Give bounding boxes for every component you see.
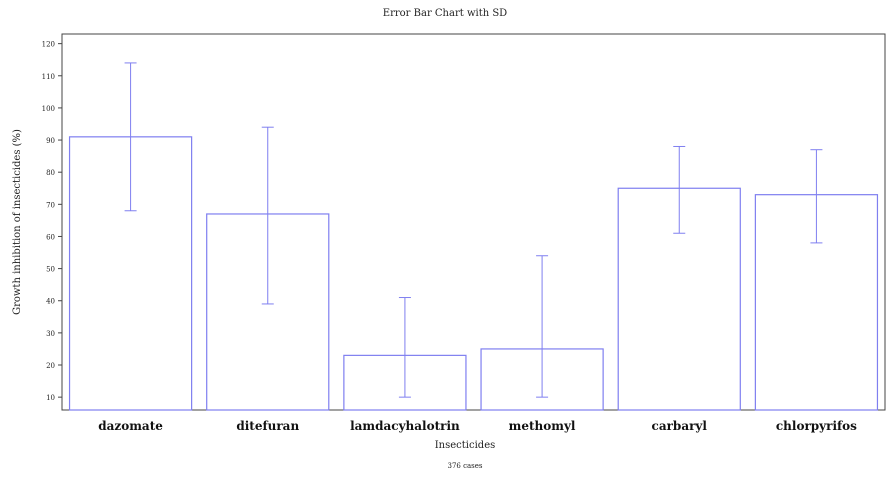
y-tick-label: 110 [42, 73, 55, 81]
y-tick-label: 10 [46, 394, 55, 402]
case-count-note: 376 cases [447, 462, 483, 470]
y-tick-label: 80 [46, 169, 55, 177]
x-tick-label: chlorpyrifos [776, 419, 857, 433]
x-tick-label: lamdacyhalotrin [350, 419, 460, 433]
y-tick-label: 40 [46, 298, 55, 306]
y-tick-label: 30 [46, 330, 55, 338]
y-tick-label: 70 [46, 201, 55, 209]
y-tick-label: 60 [46, 233, 55, 241]
y-tick-label: 100 [42, 105, 55, 113]
x-tick-label: dazomate [98, 419, 163, 433]
y-tick-label: 120 [42, 41, 55, 49]
x-tick-label: methomyl [509, 419, 576, 433]
y-tick-label: 20 [46, 362, 55, 370]
plot-frame [61, 33, 886, 411]
x-tick-label: carbaryl [652, 419, 708, 433]
x-axis-title: Insecticides [434, 440, 496, 451]
y-tick-label: 90 [46, 137, 55, 145]
bar-dazomate [68, 136, 193, 411]
x-tick-label: ditefuran [236, 419, 299, 433]
y-axis-title: Growth inhibition of insecticides (%) [12, 129, 23, 315]
chart-title: Error Bar Chart with SD [382, 8, 508, 19]
y-tick-label: 50 [46, 266, 55, 274]
